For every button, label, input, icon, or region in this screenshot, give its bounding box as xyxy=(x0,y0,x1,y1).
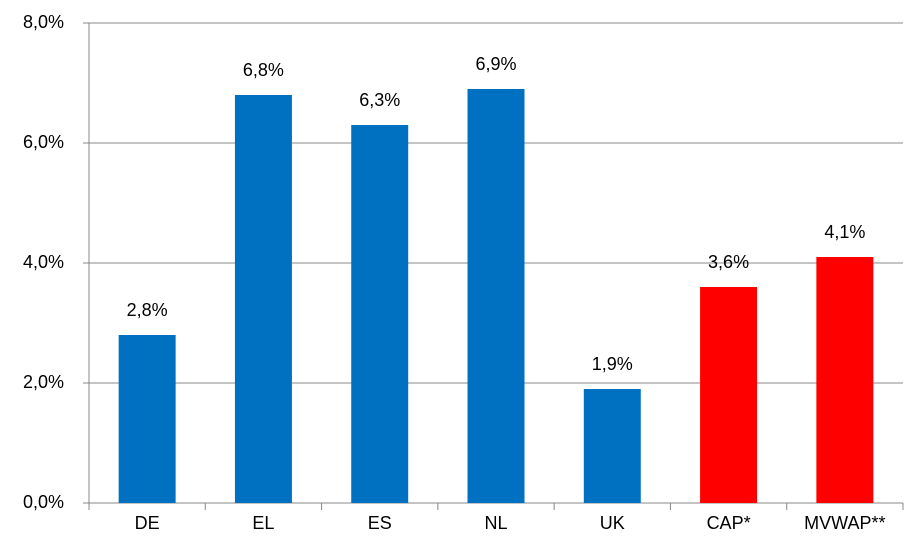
y-tick-label: 0,0% xyxy=(23,492,64,512)
value-label: 4,1% xyxy=(824,222,865,242)
x-tick-label: UK xyxy=(600,513,625,533)
x-tick-label: CAP* xyxy=(707,513,751,533)
x-tick-label: DE xyxy=(135,513,160,533)
x-tick-label: NL xyxy=(484,513,507,533)
x-tick-label: MVWAP** xyxy=(804,513,885,533)
value-label: 3,6% xyxy=(708,252,749,272)
bar xyxy=(118,335,176,503)
y-tick-label: 6,0% xyxy=(23,132,64,152)
value-label: 1,9% xyxy=(592,354,633,374)
bar xyxy=(583,389,641,503)
value-label: 6,9% xyxy=(475,54,516,74)
bar xyxy=(700,287,758,503)
bar xyxy=(467,89,525,503)
x-tick-label: ES xyxy=(368,513,392,533)
y-tick-label: 2,0% xyxy=(23,372,64,392)
y-tick-label: 4,0% xyxy=(23,252,64,272)
value-label: 6,8% xyxy=(243,60,284,80)
bar xyxy=(234,95,292,503)
value-label: 6,3% xyxy=(359,90,400,110)
x-tick-label: EL xyxy=(252,513,274,533)
y-tick-label: 8,0% xyxy=(23,12,64,32)
value-label: 2,8% xyxy=(127,300,168,320)
bar xyxy=(816,257,874,503)
bar xyxy=(351,125,409,503)
